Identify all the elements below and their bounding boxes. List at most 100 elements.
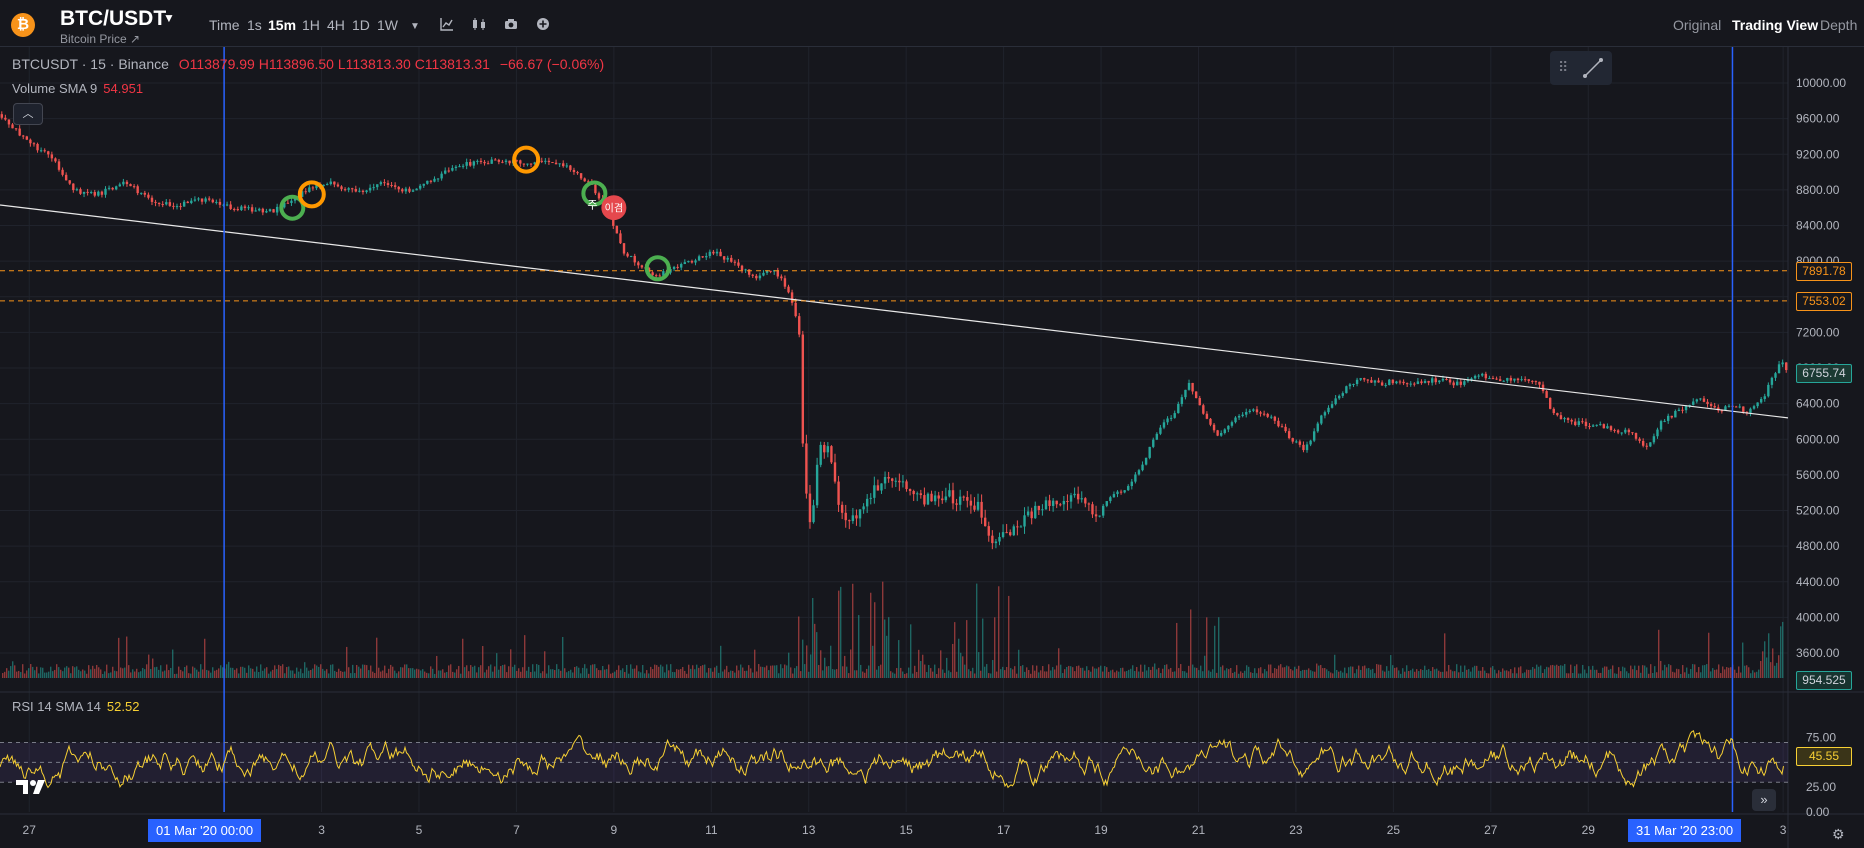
volume-bar <box>318 666 320 678</box>
volume-bar <box>140 671 142 678</box>
candle-body <box>808 493 812 523</box>
volume-bar <box>1750 673 1752 678</box>
volume-bar <box>1274 668 1276 678</box>
volume-bar <box>1066 666 1068 678</box>
volume-bar <box>268 673 270 678</box>
candle-body <box>329 181 332 185</box>
pair-title[interactable]: BTC/USDT <box>60 7 167 30</box>
volume-bar <box>870 592 872 678</box>
price-axis-label: 10000.00 <box>1796 76 1846 90</box>
trendline <box>0 204 1789 419</box>
volume-bar <box>890 671 892 678</box>
plus-circle-icon[interactable] <box>536 17 550 34</box>
volume-bar <box>1292 670 1294 678</box>
volume-bar <box>1104 666 1106 678</box>
volume-bar <box>1598 672 1600 678</box>
volume-bar <box>654 664 656 678</box>
timeframe-1d[interactable]: 1D <box>352 17 370 33</box>
candle-body <box>1742 406 1745 412</box>
volume-bar <box>1110 670 1112 678</box>
volume-bar <box>124 667 126 678</box>
volume-bar <box>602 665 604 678</box>
volume-bar <box>442 669 444 678</box>
timeframe-1s[interactable]: 1s <box>247 17 262 33</box>
open-marker <box>297 180 326 209</box>
volume-bar <box>1546 666 1548 678</box>
drawing-toolbar[interactable]: ⠿ <box>1550 51 1612 85</box>
gear-icon[interactable]: ⚙ <box>1832 826 1845 842</box>
timeframe-1w[interactable]: 1W <box>377 17 398 33</box>
timeframe-time[interactable]: Time <box>209 17 240 33</box>
volume-bar <box>750 668 752 678</box>
volume-bar <box>1148 667 1150 678</box>
price-axis-label: 8400.00 <box>1796 219 1840 233</box>
candle-body <box>1209 418 1212 425</box>
volume-bar <box>742 667 744 678</box>
volume-bar <box>1380 664 1382 678</box>
volume-bar <box>300 668 302 678</box>
volume-bar <box>1060 664 1062 678</box>
candle-body <box>72 183 75 191</box>
volume-bar <box>1704 665 1706 678</box>
chevron-down-icon[interactable]: ▼ <box>410 21 420 32</box>
camera-icon[interactable] <box>504 17 518 34</box>
volume-bar <box>704 664 706 678</box>
volume-bar <box>178 666 180 678</box>
tab-depth[interactable]: Depth <box>1820 17 1858 33</box>
timeframe-1h[interactable]: 1H <box>302 17 320 33</box>
volume-bar <box>1640 672 1642 678</box>
tab-trading-view[interactable]: Trading View <box>1732 17 1819 33</box>
candle-body <box>426 180 429 184</box>
volume-bar <box>398 671 400 678</box>
candle-body <box>1785 362 1788 371</box>
scroll-to-realtime-button[interactable]: » <box>1752 789 1776 811</box>
price-chart[interactable]: 10000.009600.009200.008800.008400.008000… <box>0 47 1864 848</box>
candle-body <box>1509 377 1513 381</box>
volume-bar <box>1578 673 1580 678</box>
candle-body <box>1101 505 1105 516</box>
volume-bar <box>1400 673 1402 678</box>
volume-bar <box>868 665 870 678</box>
timeframe-4h[interactable]: 4H <box>327 17 345 33</box>
candle-body <box>1137 470 1141 475</box>
volume-bar <box>468 671 470 678</box>
volume-bar <box>1366 668 1368 678</box>
volume-bar <box>1596 669 1598 678</box>
volume-bar <box>478 667 480 678</box>
volume-bar <box>632 668 634 678</box>
candle-body <box>157 202 161 205</box>
volume-bar <box>190 673 192 678</box>
collapse-legend-button[interactable]: ︿ <box>13 103 43 125</box>
volume-bar <box>648 673 650 678</box>
trendline-tool-icon[interactable] <box>1582 57 1604 84</box>
volume-bar <box>1548 667 1550 678</box>
candle-body <box>1391 379 1395 384</box>
volume-bar <box>1040 670 1042 678</box>
timeframe-15m[interactable]: 15m <box>268 17 297 33</box>
candle-body <box>1774 373 1777 378</box>
candle-body <box>941 498 944 501</box>
volume-bar <box>132 669 134 678</box>
candle-body <box>572 169 576 173</box>
chevron-down-icon[interactable]: ▼ <box>163 11 175 25</box>
volume-bar <box>172 649 174 678</box>
volume-bar <box>4 671 6 678</box>
volume-bar <box>946 657 948 678</box>
drag-handle-icon[interactable]: ⠿ <box>1558 59 1569 75</box>
level-tag-lower: 7553.02 <box>1796 292 1852 311</box>
volume-bar <box>184 667 186 678</box>
change-value: −66.67 (−0.06%) <box>499 56 605 72</box>
candle-body <box>1352 383 1355 385</box>
volume-bar <box>1530 669 1532 678</box>
volume-bar <box>872 645 874 678</box>
indicators-icon[interactable] <box>440 17 454 34</box>
volume-bar <box>1374 673 1376 678</box>
pair-subtitle-link[interactable]: Bitcoin Price ↗ <box>60 32 141 46</box>
candles-icon[interactable] <box>471 17 487 34</box>
volume-bar <box>1470 671 1472 678</box>
volume-bar <box>952 643 954 678</box>
tab-original[interactable]: Original <box>1673 17 1722 33</box>
volume-bar <box>972 667 974 678</box>
tradingview-logo-icon[interactable] <box>14 776 48 802</box>
volume-bar <box>282 664 284 678</box>
